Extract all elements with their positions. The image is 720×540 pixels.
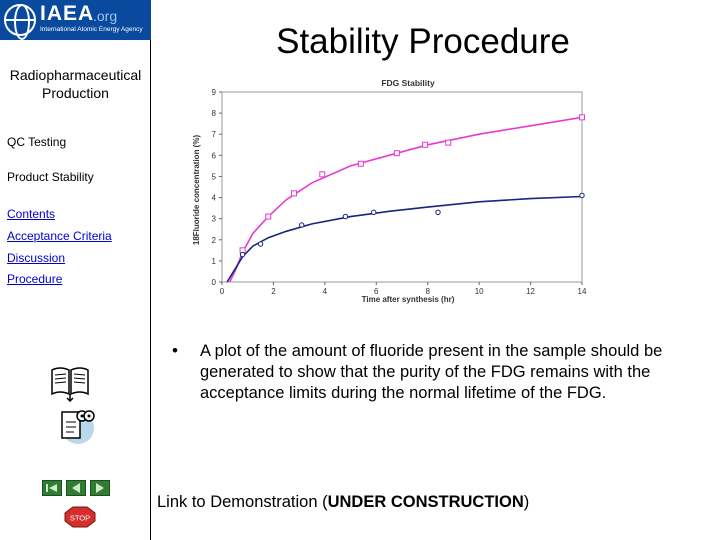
x-tick-label: 2 xyxy=(271,287,276,296)
link-procedure[interactable]: Procedure xyxy=(7,272,63,286)
y-tick-label: 9 xyxy=(212,88,217,97)
link-contents[interactable]: Contents xyxy=(7,207,56,221)
data-point-square xyxy=(445,139,452,146)
globe-icon xyxy=(4,4,36,40)
y-tick-label: 7 xyxy=(212,130,217,139)
data-point-square xyxy=(422,141,429,148)
bullet-marker: • xyxy=(172,341,178,360)
x-tick-label: 10 xyxy=(475,287,484,296)
data-point-square xyxy=(265,213,272,220)
chart-title: FDG Stability xyxy=(381,78,435,88)
y-tick-label: 5 xyxy=(212,172,217,181)
data-point-square xyxy=(357,160,364,167)
data-point-square xyxy=(393,150,400,157)
x-tick-label: 14 xyxy=(578,287,587,296)
data-point-circle xyxy=(435,209,441,216)
demo-link-line[interactable]: Link to Demonstration (UNDER CONSTRUCTIO… xyxy=(157,493,529,512)
bullet-text: A plot of the amount of fluoride present… xyxy=(200,342,663,402)
previous-icon xyxy=(72,483,80,493)
logo-agency: International Atomic Energy Agency xyxy=(40,26,143,33)
y-axis: 0 1 2 3 4 5 6 7 8 9 xyxy=(212,88,222,287)
data-point-circle xyxy=(239,251,246,258)
x-tick-label: 6 xyxy=(374,287,379,296)
iaea-logo: IAEA .org International Atomic Energy Ag… xyxy=(0,0,151,40)
data-point-circle xyxy=(299,222,305,228)
y-tick-label: 6 xyxy=(212,151,217,160)
logo-name: IAEA xyxy=(40,2,95,25)
x-tick-label: 8 xyxy=(425,287,430,296)
link-discussion[interactable]: Discussion xyxy=(7,251,66,265)
demo-suffix: ) xyxy=(523,493,530,511)
page-title: Stability Procedure xyxy=(276,22,570,61)
y-tick-label: 0 xyxy=(212,278,217,287)
data-points xyxy=(239,114,585,258)
data-point-circle xyxy=(342,213,349,220)
section-title: Radiopharmaceutical Production xyxy=(9,67,142,101)
y-tick-label: 8 xyxy=(212,109,217,118)
x-tick-label: 12 xyxy=(526,287,535,296)
y-axis-label: 18Fluoride concentration (%) xyxy=(192,135,201,246)
demo-status: UNDER CONSTRUCTION xyxy=(327,493,524,511)
logo-org: .org xyxy=(93,8,118,24)
first-slide-icon xyxy=(46,484,57,492)
next-slide-button[interactable] xyxy=(90,480,110,496)
data-point-circle xyxy=(371,209,377,216)
x-tick-label: 0 xyxy=(220,287,225,296)
link-acceptance-criteria[interactable]: Acceptance Criteria xyxy=(7,229,112,243)
book-icon xyxy=(51,367,89,402)
plot-area xyxy=(221,91,583,283)
data-point-square xyxy=(319,171,326,178)
sidebar: IAEA .org International Atomic Energy Ag… xyxy=(0,0,151,540)
nav-qc-testing: QC Testing xyxy=(7,135,67,149)
y-tick-label: 1 xyxy=(212,257,217,266)
y-tick-label: 3 xyxy=(212,215,217,224)
demo-prefix: Link to Demonstration ( xyxy=(157,493,328,511)
data-point-square xyxy=(579,114,585,121)
data-point-square xyxy=(291,190,297,197)
stop-button[interactable]: STOP xyxy=(64,506,96,528)
x-axis-label: Time after synthesis (hr) xyxy=(362,295,455,304)
first-slide-button[interactable] xyxy=(42,480,62,496)
next-icon xyxy=(96,483,104,493)
y-tick-label: 2 xyxy=(212,236,217,245)
document-icon xyxy=(61,410,95,444)
data-point-circle xyxy=(579,192,585,199)
stop-label: STOP xyxy=(70,514,90,523)
previous-slide-button[interactable] xyxy=(66,480,86,496)
data-point-circle xyxy=(257,241,264,247)
x-tick-label: 4 xyxy=(323,287,328,296)
nav-product-stability: Product Stability xyxy=(7,170,94,184)
y-tick-label: 4 xyxy=(212,194,217,203)
x-axis: 0 2 4 6 8 10 12 14 xyxy=(220,282,587,296)
